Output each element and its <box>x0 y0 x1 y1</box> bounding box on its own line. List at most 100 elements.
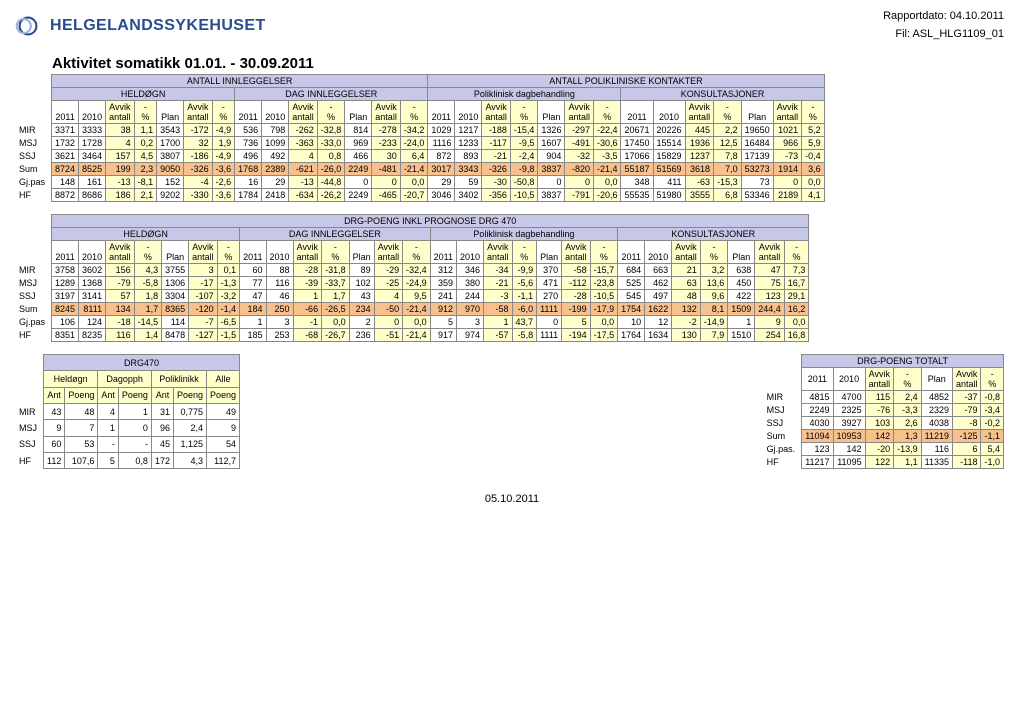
cell: 16,7 <box>784 277 809 290</box>
group-hdr-3: KONSULTASJONER <box>621 88 824 101</box>
cell: 471 <box>537 277 562 290</box>
cell: 10953 <box>833 430 865 443</box>
cell: 8111 <box>79 303 106 316</box>
cell: -0,4 <box>802 150 825 163</box>
cell: 5,2 <box>802 124 825 137</box>
cell: 10 <box>618 316 645 329</box>
cell: -34 <box>484 264 513 277</box>
col-hdr: 2010 <box>455 101 482 124</box>
cell: 185 <box>240 329 266 342</box>
cell: 4,5 <box>134 150 157 163</box>
col-hdr: 2011 <box>428 101 455 124</box>
cell: -9,8 <box>510 163 538 176</box>
cell: -14,5 <box>134 316 162 329</box>
file-label: Fil: ASL_HLG1109_01 <box>883 26 1004 44</box>
cell: 0 <box>372 176 401 189</box>
group-hdr-1: DAG INNLEGGELSER <box>235 88 428 101</box>
cell: 0,8 <box>118 452 151 468</box>
cell: 893 <box>455 150 482 163</box>
cell: -21 <box>482 150 511 163</box>
row-label: SSJ <box>16 436 44 452</box>
cell: -79 <box>106 277 135 290</box>
row-label: HF <box>16 452 44 468</box>
cell: 872 <box>428 150 455 163</box>
cell: 11219 <box>921 430 952 443</box>
cell: 241 <box>430 290 456 303</box>
cell: 1,1 <box>894 456 922 469</box>
cell: 663 <box>645 264 672 277</box>
cell: 6,4 <box>400 150 428 163</box>
cell: 1 <box>240 316 266 329</box>
col-hdr: -% <box>590 241 618 264</box>
cell: 59 <box>455 176 482 189</box>
cell: 53273 <box>741 163 773 176</box>
cell: 5 <box>430 316 456 329</box>
cell: - <box>118 436 151 452</box>
cell: 2325 <box>833 404 865 417</box>
cell: 422 <box>728 290 755 303</box>
cell: -68 <box>293 329 322 342</box>
cell: -58 <box>562 264 591 277</box>
cell: 3 <box>189 264 218 277</box>
cell: 57 <box>106 290 135 303</box>
cell: -4 <box>184 176 213 189</box>
cell: 1,7 <box>322 290 350 303</box>
cell: 1,1 <box>134 124 157 137</box>
cell: -13 <box>289 176 318 189</box>
col-hdr: Avvikantall <box>184 101 213 124</box>
cell: 1764 <box>618 329 645 342</box>
cell: -3,5 <box>593 150 621 163</box>
cell: -51 <box>374 329 403 342</box>
page-header: HELGELANDSSYKEHUSET Rapportdato: 04.10.2… <box>0 0 1024 45</box>
cell: 3837 <box>538 163 565 176</box>
cell: -1,4 <box>217 303 240 316</box>
cell: 1 <box>484 316 513 329</box>
cell: 462 <box>645 277 672 290</box>
cell: -188 <box>482 124 511 137</box>
col-hdr: Avvikantall <box>482 101 511 124</box>
cell: -117 <box>482 137 511 150</box>
row-label: HF <box>764 456 802 469</box>
cell: 496 <box>235 150 262 163</box>
cell: 3837 <box>538 189 565 202</box>
cell: 917 <box>430 329 456 342</box>
cell: 48 <box>65 404 98 420</box>
col-hdr: Plan <box>162 241 189 264</box>
cell: -30 <box>482 176 511 189</box>
cell: 1732 <box>52 137 79 150</box>
cell: -23,8 <box>590 277 618 290</box>
cell: 1768 <box>235 163 262 176</box>
col-hdr: -% <box>322 241 350 264</box>
cell: 904 <box>538 150 565 163</box>
cell: 1116 <box>428 137 455 150</box>
cell: -24,0 <box>400 137 428 150</box>
cell: 1111 <box>537 303 562 316</box>
cell: 0 <box>538 176 565 189</box>
group-hdr-0: HELDØGN <box>52 228 240 241</box>
cell: -3,2 <box>217 290 240 303</box>
cell: -26,2 <box>317 189 345 202</box>
cell: -356 <box>482 189 511 202</box>
cell: 1289 <box>52 277 79 290</box>
cell: 21 <box>672 264 701 277</box>
logo-icon <box>12 12 44 40</box>
row-label: Sum <box>16 303 52 316</box>
cell: 1306 <box>162 277 189 290</box>
cell: 445 <box>685 124 714 137</box>
cell: -2,4 <box>510 150 538 163</box>
cell: 1914 <box>773 163 802 176</box>
cell: -9,9 <box>512 264 537 277</box>
cell: -194 <box>562 329 591 342</box>
cell: -10,5 <box>590 290 618 303</box>
cell: 8,1 <box>700 303 728 316</box>
cell: 17139 <box>741 150 773 163</box>
col-hdr: 2010 <box>79 241 106 264</box>
cell: 0 <box>374 316 403 329</box>
cell: 9,6 <box>700 290 728 303</box>
cell: 969 <box>345 137 372 150</box>
col-hdr: Plan <box>741 101 773 124</box>
col-hdr: 2011 <box>52 101 79 124</box>
cell: 4 <box>98 404 119 420</box>
cell: 2249 <box>345 189 372 202</box>
row-label: SSJ <box>764 417 802 430</box>
